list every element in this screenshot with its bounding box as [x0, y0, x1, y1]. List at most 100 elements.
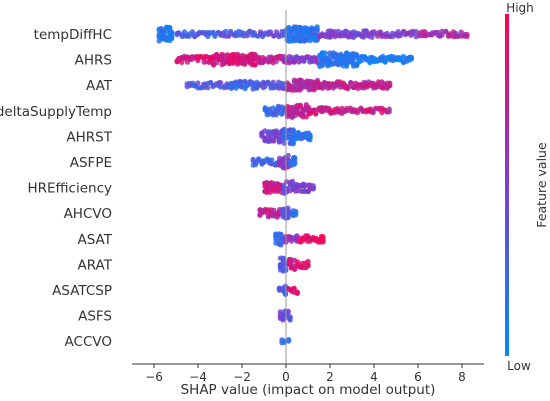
colorbar-gradient	[505, 14, 509, 356]
shap-point	[276, 287, 282, 293]
shap-point	[223, 28, 229, 35]
shap-point	[294, 290, 300, 296]
shap-point	[322, 50, 328, 56]
x-tick-label: 8	[458, 370, 466, 384]
shap-point	[205, 85, 211, 91]
shap-point	[267, 29, 274, 35]
shap-point	[167, 24, 173, 30]
x-tick-label: 2	[326, 370, 334, 384]
shap-point	[293, 210, 299, 216]
feature-label: ARAT	[77, 257, 112, 273]
shap-point	[285, 205, 291, 211]
shap-point	[284, 188, 290, 194]
feature-row-ARAT	[277, 255, 311, 274]
shap-point	[169, 33, 175, 40]
feature-label: AHCVO	[64, 206, 112, 222]
shap-point	[439, 32, 445, 38]
feature-label: ASAT	[78, 232, 113, 248]
shap-point	[195, 80, 201, 86]
shap-point	[292, 155, 298, 161]
shap-point	[370, 110, 376, 116]
shap-point	[271, 207, 277, 213]
shap-point	[181, 29, 188, 35]
feature-row-tempDiffHC	[156, 24, 470, 44]
colorbar-title: Feature value	[534, 142, 549, 228]
colorbar-high-label: High	[506, 1, 534, 15]
shap-point	[179, 59, 185, 65]
shap-point	[354, 51, 360, 58]
shap-point	[292, 161, 298, 167]
shap-point	[271, 138, 277, 144]
shap-point	[270, 79, 276, 85]
shap-point	[228, 28, 234, 34]
shap-point	[285, 308, 291, 314]
feature-row-AHRS	[174, 50, 414, 69]
x-tick-label: −2	[233, 370, 251, 384]
shap-point	[305, 258, 311, 265]
shap-point	[269, 157, 275, 163]
shap-point	[252, 51, 258, 57]
feature-label: AAT	[86, 78, 113, 94]
shap-point	[252, 62, 258, 68]
shap-point	[359, 57, 365, 64]
shap-point	[287, 314, 293, 320]
feature-row-ASAT	[273, 231, 326, 248]
x-tick-label: −6	[145, 370, 163, 384]
points-layer	[156, 24, 470, 346]
x-tick-label: 6	[414, 370, 422, 384]
shap-point	[319, 62, 325, 68]
feature-row-deltaSupplyTemp	[262, 102, 392, 120]
feature-row-HREfficiency	[262, 178, 316, 196]
feature-label: tempDiffHC	[34, 27, 112, 43]
shap-point	[218, 80, 224, 86]
shap-point	[169, 30, 175, 36]
feature-label: ASFS	[78, 309, 112, 325]
feature-labels: tempDiffHC AHRS AAT deltaSupplyTemp AHRST ASF…	[0, 27, 113, 350]
shap-point	[310, 186, 316, 192]
feature-row-ASFPE	[250, 152, 298, 171]
feature-row-AHRST	[259, 126, 313, 147]
shap-point	[387, 80, 393, 86]
shap-point	[244, 33, 250, 39]
shap-point	[443, 29, 449, 35]
feature-label: AHRST	[66, 129, 112, 145]
feature-row-AAT	[184, 77, 393, 93]
shap-point	[285, 152, 291, 159]
shap-point	[267, 189, 273, 195]
shap-point	[464, 31, 470, 37]
shap-point	[273, 58, 279, 64]
feature-label: ASATCSP	[52, 283, 112, 299]
feature-row-ASFS	[277, 308, 293, 323]
shap-point	[340, 58, 346, 64]
shap-point	[408, 56, 414, 62]
shap-point	[386, 106, 392, 112]
feature-label: ACCVO	[65, 334, 112, 350]
x-tick-label: 4	[370, 370, 378, 384]
x-axis-label: SHAP value (impact on model output)	[181, 382, 436, 398]
feature-label: deltaSupplyTemp	[0, 104, 112, 120]
shap-point	[313, 111, 319, 117]
colorbar-low-label: Low	[507, 359, 531, 373]
feature-row-AHCVO	[257, 205, 299, 221]
shap-point	[286, 336, 292, 343]
feature-row-ASATCSP	[276, 283, 300, 297]
shap-point	[280, 317, 286, 323]
colorbar: High Low Feature value	[505, 1, 549, 373]
shap-point	[397, 32, 403, 39]
x-tick-label: 0	[282, 370, 290, 384]
shap-point	[348, 80, 354, 86]
x-axis-ticks: −6 −4 −2 0 2 4 6 8	[145, 364, 466, 384]
feature-label: HREfficiency	[27, 181, 112, 197]
feature-label: AHRS	[75, 53, 112, 69]
shap-point	[354, 110, 361, 116]
feature-label: ASFPE	[70, 155, 112, 171]
x-tick-label: −4	[189, 370, 207, 384]
shap-point	[189, 29, 195, 35]
shap-point	[285, 215, 291, 221]
shap-point	[290, 127, 296, 133]
shap-point	[307, 133, 313, 139]
shap-point	[295, 259, 301, 265]
shap-point	[320, 237, 326, 243]
shap-point	[314, 29, 320, 35]
